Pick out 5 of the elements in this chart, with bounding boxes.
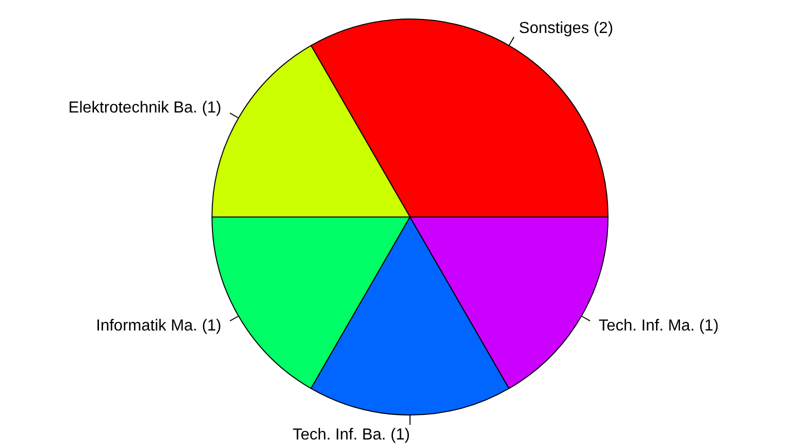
slice-label: Tech. Inf. Ba. (1): [292, 426, 410, 444]
slice-label: Elektrotechnik Ba. (1): [68, 100, 222, 117]
slice-label: Tech. Inf. Ma. (1): [598, 317, 719, 334]
slice-label: Sonstiges (2): [518, 20, 614, 37]
slice-label: Informatik Ma. (1): [96, 317, 222, 334]
